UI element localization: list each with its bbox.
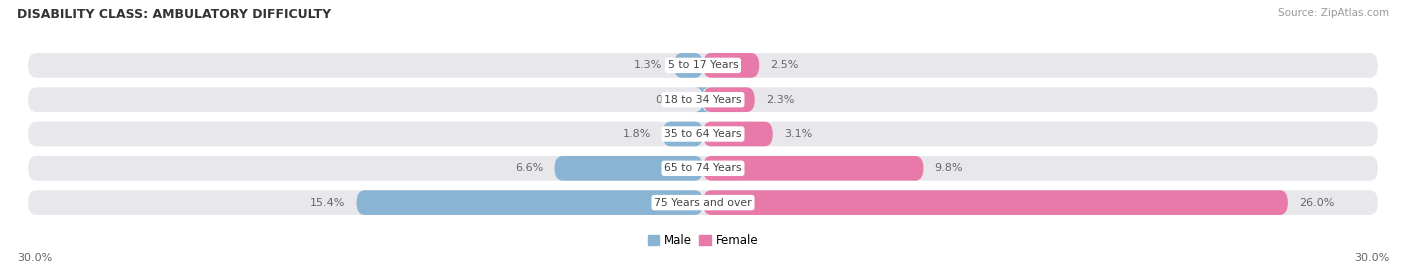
Text: Source: ZipAtlas.com: Source: ZipAtlas.com [1278,8,1389,18]
FancyBboxPatch shape [703,156,924,181]
Text: 1.3%: 1.3% [634,60,662,70]
FancyBboxPatch shape [357,190,703,215]
FancyBboxPatch shape [554,156,703,181]
Text: 30.0%: 30.0% [1354,253,1389,263]
FancyBboxPatch shape [673,53,703,78]
FancyBboxPatch shape [28,87,1378,112]
Text: 1.8%: 1.8% [623,129,651,139]
Legend: Male, Female: Male, Female [643,229,763,252]
Text: 75 Years and over: 75 Years and over [654,198,752,208]
Text: 26.0%: 26.0% [1299,198,1334,208]
Text: 15.4%: 15.4% [309,198,346,208]
FancyBboxPatch shape [662,122,703,146]
FancyBboxPatch shape [28,53,1378,78]
Text: 2.3%: 2.3% [766,95,794,105]
Text: DISABILITY CLASS: AMBULATORY DIFFICULTY: DISABILITY CLASS: AMBULATORY DIFFICULTY [17,8,330,21]
FancyBboxPatch shape [28,156,1378,181]
Text: 35 to 64 Years: 35 to 64 Years [664,129,742,139]
Text: 6.6%: 6.6% [515,163,543,173]
FancyBboxPatch shape [703,190,1288,215]
FancyBboxPatch shape [703,87,755,112]
Text: 0.07%: 0.07% [655,95,690,105]
Text: 5 to 17 Years: 5 to 17 Years [668,60,738,70]
Text: 9.8%: 9.8% [935,163,963,173]
Text: 18 to 34 Years: 18 to 34 Years [664,95,742,105]
Text: 65 to 74 Years: 65 to 74 Years [664,163,742,173]
FancyBboxPatch shape [28,122,1378,146]
Text: 3.1%: 3.1% [785,129,813,139]
FancyBboxPatch shape [703,53,759,78]
FancyBboxPatch shape [695,87,710,112]
FancyBboxPatch shape [28,190,1378,215]
Text: 2.5%: 2.5% [770,60,799,70]
FancyBboxPatch shape [703,122,773,146]
Text: 30.0%: 30.0% [17,253,52,263]
